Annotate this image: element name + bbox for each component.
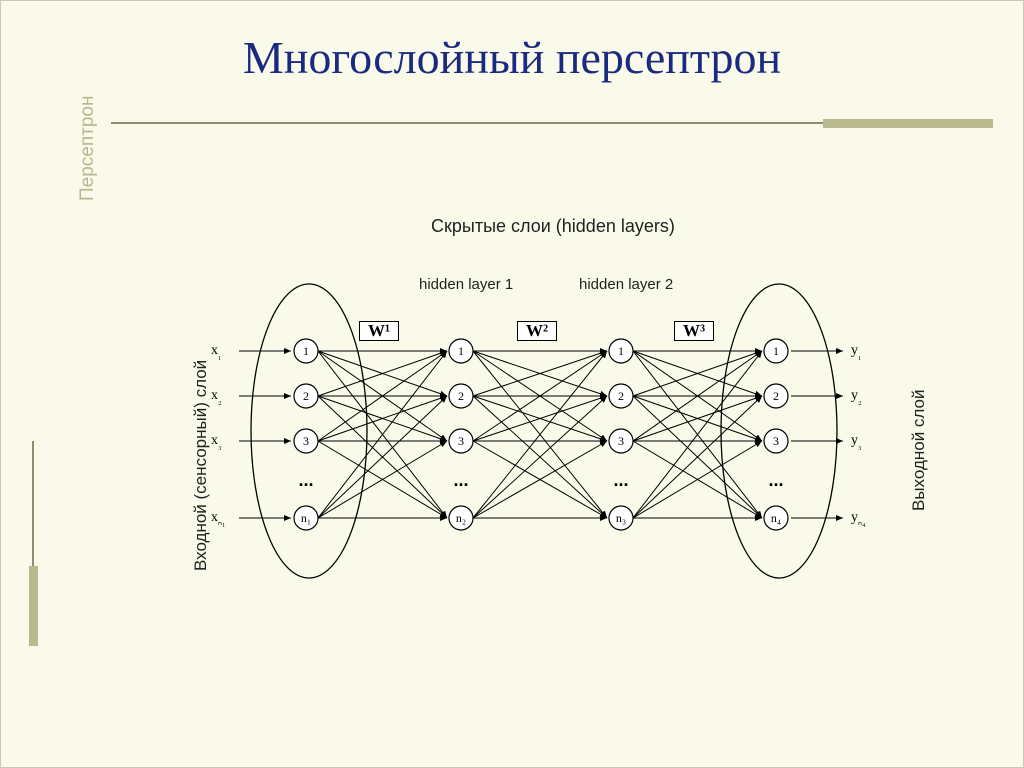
svg-text:...: ... <box>298 470 313 490</box>
svg-text:2: 2 <box>458 389 464 403</box>
svg-text:...: ... <box>453 470 468 490</box>
weight-label-3: W³ <box>674 321 714 341</box>
svg-text:2: 2 <box>618 389 624 403</box>
svg-text:3: 3 <box>773 434 779 448</box>
rule-thick <box>823 119 993 128</box>
hidden-layers-label: Скрытые слои (hidden layers) <box>431 216 675 237</box>
svg-text:1: 1 <box>618 344 624 358</box>
svg-text:1: 1 <box>303 344 309 358</box>
svg-text:3: 3 <box>618 434 624 448</box>
output-y-3: y₃ <box>851 433 862 451</box>
title-rule <box>111 119 993 135</box>
side-label: Персептрон <box>77 96 99 201</box>
network-diagram: 1 2 3 n₁... 1 2 3 n₂... 1 2 3 n₃... 1 2 3 n₄... Скрытые… <box>131 211 921 641</box>
svg-text:...: ... <box>613 470 628 490</box>
input-x-4: xₙ₁ <box>211 510 225 528</box>
hidden-layer-1-label: hidden layer 1 <box>419 276 513 293</box>
svg-text:...: ... <box>768 470 783 490</box>
svg-text:n₂: n₂ <box>456 511 466 525</box>
left-accent-thick <box>29 566 38 646</box>
weight-label-2: W² <box>517 321 557 341</box>
output-y-2: y₂ <box>851 388 862 406</box>
side-label-text: Персептрон <box>77 96 98 201</box>
input-x-2: x₂ <box>211 388 222 406</box>
input-x-3: x₃ <box>211 433 222 451</box>
left-accent <box>29 441 45 646</box>
svg-text:n₄: n₄ <box>771 511 781 525</box>
svg-text:2: 2 <box>303 389 309 403</box>
slide: Многослойный персептрон Персептрон 1 2 3 n₁… <box>0 0 1024 768</box>
output-y-1: y₁ <box>851 343 862 361</box>
output-y-4: yₙ₄ <box>851 510 865 528</box>
svg-text:3: 3 <box>458 434 464 448</box>
output-layer-label: Выходной слой <box>909 390 929 512</box>
svg-text:3: 3 <box>303 434 309 448</box>
svg-text:n₃: n₃ <box>616 511 626 525</box>
svg-text:1: 1 <box>458 344 464 358</box>
slide-title: Многослойный персептрон <box>1 31 1023 84</box>
input-x-1: x₁ <box>211 343 222 361</box>
weight-label-1: W¹ <box>359 321 399 341</box>
hidden-layer-2-label: hidden layer 2 <box>579 276 673 293</box>
svg-text:n₁: n₁ <box>301 511 311 525</box>
svg-text:1: 1 <box>773 344 779 358</box>
input-layer-label: Входной (сенсорный) слой <box>191 360 211 571</box>
network-svg: 1 2 3 n₁... 1 2 3 n₂... 1 2 3 n₃... 1 2 3 n₄... <box>131 211 921 641</box>
svg-text:2: 2 <box>773 389 779 403</box>
